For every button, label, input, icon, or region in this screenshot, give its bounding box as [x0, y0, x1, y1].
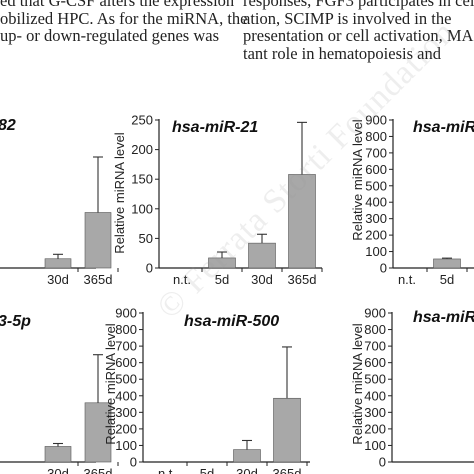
text-line: obilized HPC. As for the miRNA, the	[0, 8, 248, 28]
y-tick-label: 900	[365, 113, 387, 128]
panel-title: hsa-miR-21	[172, 119, 258, 136]
y-tick-label: 600	[365, 162, 387, 177]
y-tick-label: 100	[364, 438, 386, 453]
x-tick-label: 365d	[84, 466, 113, 474]
bar	[84, 402, 112, 463]
x-tick-label: 30d	[47, 466, 69, 474]
bar	[233, 449, 261, 463]
y-tick-label: 700	[365, 145, 387, 160]
x-tick-label: 30d	[251, 272, 273, 287]
text-line: ed that G-CSF alters the expression	[0, 0, 235, 10]
x-tick-label: 365d	[273, 466, 302, 474]
bar	[433, 258, 461, 269]
y-tick-label: 500	[364, 372, 386, 387]
bar	[84, 212, 112, 269]
panel-title: 3-5p	[0, 313, 31, 330]
y-tick-label: 50	[139, 231, 153, 246]
y-tick-label: 300	[365, 211, 387, 226]
panel-title: 82	[0, 117, 16, 134]
y-tick-label: 200	[131, 142, 153, 157]
y-tick-label: 600	[364, 355, 386, 370]
y-tick-label: 0	[380, 261, 387, 276]
y-tick-label: 900	[115, 306, 137, 321]
text-line: presentation or cell activation, MA	[243, 26, 474, 45]
y-axis-label: Relative miRNA level	[350, 119, 365, 240]
y-tick-label: 100	[115, 438, 137, 453]
y-tick-label: 400	[365, 195, 387, 210]
y-tick-label: 200	[115, 421, 137, 436]
y-tick-label: 700	[115, 339, 137, 354]
x-tick-label: n.t.	[398, 272, 416, 287]
bar	[288, 174, 316, 269]
x-tick-label: 365d	[288, 272, 317, 287]
y-tick-label: 0	[130, 455, 137, 470]
bar	[248, 242, 276, 269]
y-tick-label: 400	[364, 388, 386, 403]
text-line: ation, SCIMP is involved in the	[243, 8, 452, 28]
panel-title: hsa-miR-500	[184, 313, 279, 330]
x-tick-label: 30d	[236, 466, 258, 474]
y-tick-label: 800	[365, 129, 387, 144]
x-tick-label: n.t.	[158, 466, 176, 474]
y-tick-label: 700	[364, 339, 386, 354]
text-line: tant role in hematopoiesis and	[243, 43, 441, 63]
bar	[44, 258, 72, 269]
y-tick-label: 800	[364, 322, 386, 337]
bar	[273, 397, 301, 463]
x-tick-label: 5d	[440, 272, 454, 287]
x-tick-label: 365d	[84, 272, 113, 287]
y-axis-label: Relative miRNA level	[350, 323, 365, 444]
panel-title: hsa-miR-2	[413, 119, 474, 136]
text-line: responses, FGF3 participates in cel	[243, 0, 474, 10]
y-tick-label: 500	[365, 178, 387, 193]
bar	[44, 446, 72, 463]
y-tick-label: 150	[131, 172, 153, 187]
y-tick-label: 300	[115, 405, 137, 420]
y-tick-label: 500	[115, 372, 137, 387]
y-tick-label: 250	[131, 113, 153, 128]
y-tick-label: 400	[115, 388, 137, 403]
y-tick-label: 800	[115, 322, 137, 337]
y-tick-label: 100	[131, 201, 153, 216]
y-axis-label: Relative miRNA level	[112, 132, 127, 253]
y-tick-label: 900	[364, 306, 386, 321]
y-tick-label: 200	[365, 228, 387, 243]
body-text-right: responses, FGF3 participates in cel atio…	[243, 0, 474, 62]
y-tick-label: 100	[365, 244, 387, 259]
text-line: up- or down-regulated genes was	[0, 26, 220, 45]
y-tick-label: 200	[364, 421, 386, 436]
y-tick-label: 300	[364, 405, 386, 420]
y-axis-label: Relative miRNA level	[103, 323, 118, 444]
y-tick-label: 0	[146, 261, 153, 276]
y-tick-label: 600	[115, 355, 137, 370]
x-tick-label: 30d	[47, 272, 69, 287]
x-tick-label: n.t.	[173, 272, 191, 287]
panel-title: hsa-miR-	[413, 309, 474, 326]
body-text-left: ed that G-CSF alters the expression obil…	[0, 0, 247, 45]
x-tick-label: 5d	[215, 272, 229, 287]
y-tick-label: 0	[379, 455, 386, 470]
x-tick-label: 5d	[200, 466, 214, 474]
